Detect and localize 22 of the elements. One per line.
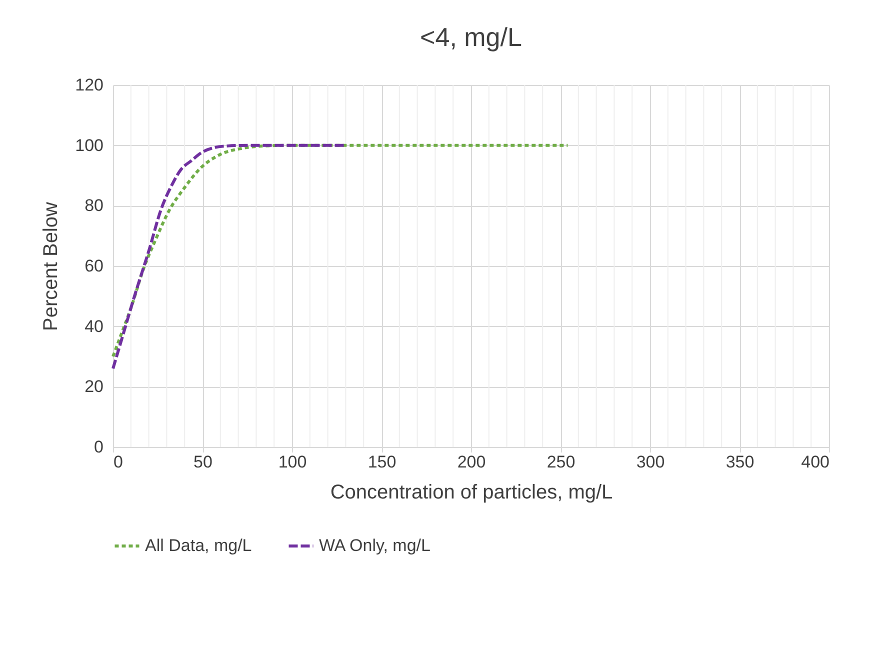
x-tick-label: 200 (457, 452, 486, 472)
y-tick-label: 20 (84, 377, 104, 396)
y-axis-title: Percent Below (40, 201, 62, 331)
x-tick-label: 0 (114, 452, 123, 472)
x-tick-label: 150 (368, 452, 396, 472)
x-tick-label: 400 (801, 452, 830, 472)
y-tick-label: 120 (75, 76, 104, 94)
x-tick-label: 100 (278, 452, 307, 472)
x-tick-label: 250 (546, 452, 576, 472)
line-series (112, 144, 570, 358)
chart-title: <4, mg/L (420, 22, 522, 52)
x-axis-title: Concentration of particles, mg/L (330, 482, 613, 504)
x-tick-label: 300 (636, 452, 665, 472)
x-tick-label: 350 (726, 452, 754, 472)
legend-label: WA Only, mg/L (319, 536, 430, 555)
y-tick-label: 40 (84, 316, 104, 336)
x-tick-label: 50 (194, 452, 212, 472)
y-tick-label: 0 (94, 438, 104, 456)
y-tick-label: 100 (75, 136, 104, 155)
legend-label: All Data, mg/L (145, 536, 252, 555)
y-tick-label: 60 (84, 256, 104, 276)
y-tick-label: 80 (84, 196, 104, 216)
